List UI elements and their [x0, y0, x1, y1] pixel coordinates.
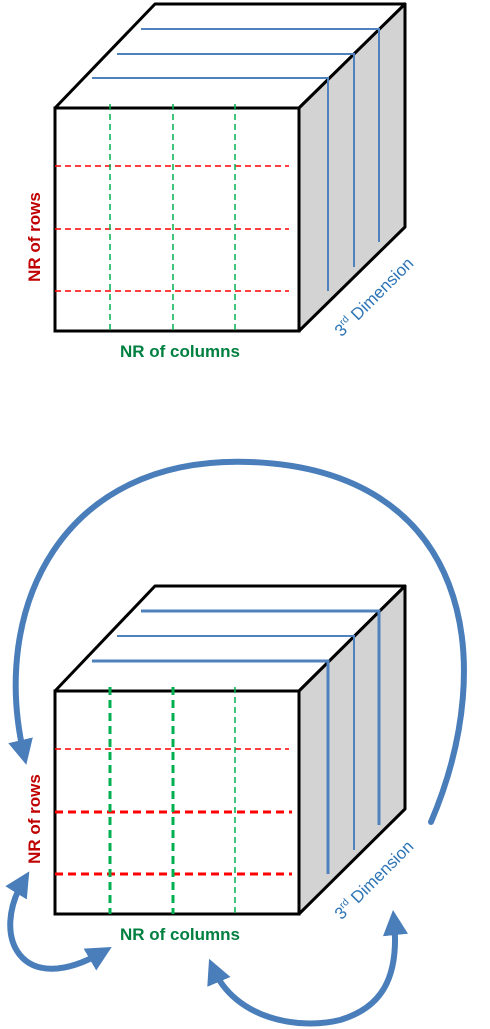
cube-bottom-front-face: [53, 689, 301, 916]
depth-lines: [92, 28, 380, 291]
depth-line: [92, 77, 329, 291]
depth-line-highlight: [92, 659, 330, 874]
depth-line: [117, 53, 355, 267]
depth-line-highlight: [141, 609, 381, 825]
column-lines: [109, 104, 236, 331]
permutation-arrows: [5, 458, 467, 1027]
arrow-columns-to-dimension: [207, 909, 409, 1027]
cube-top: NR of rows NR of columns 3rd Dimension: [25, 2, 417, 361]
cube-top-front-face: [53, 106, 301, 333]
arrow-dimension-to-rows: [8, 458, 467, 825]
rows-label: NR of rows: [25, 774, 44, 864]
cube-bottom: NR of rows NR of columns 3rd Dimension: [25, 584, 417, 944]
depth-line: [117, 635, 355, 850]
row-lines: [55, 165, 289, 292]
rows-label: NR of rows: [25, 192, 44, 282]
columns-label: NR of columns: [120, 342, 240, 361]
columns-label: NR of columns: [120, 925, 240, 944]
arrow-rows-to-columns: [5, 871, 112, 972]
depth-line: [141, 28, 380, 242]
depth-lines: [92, 609, 381, 874]
